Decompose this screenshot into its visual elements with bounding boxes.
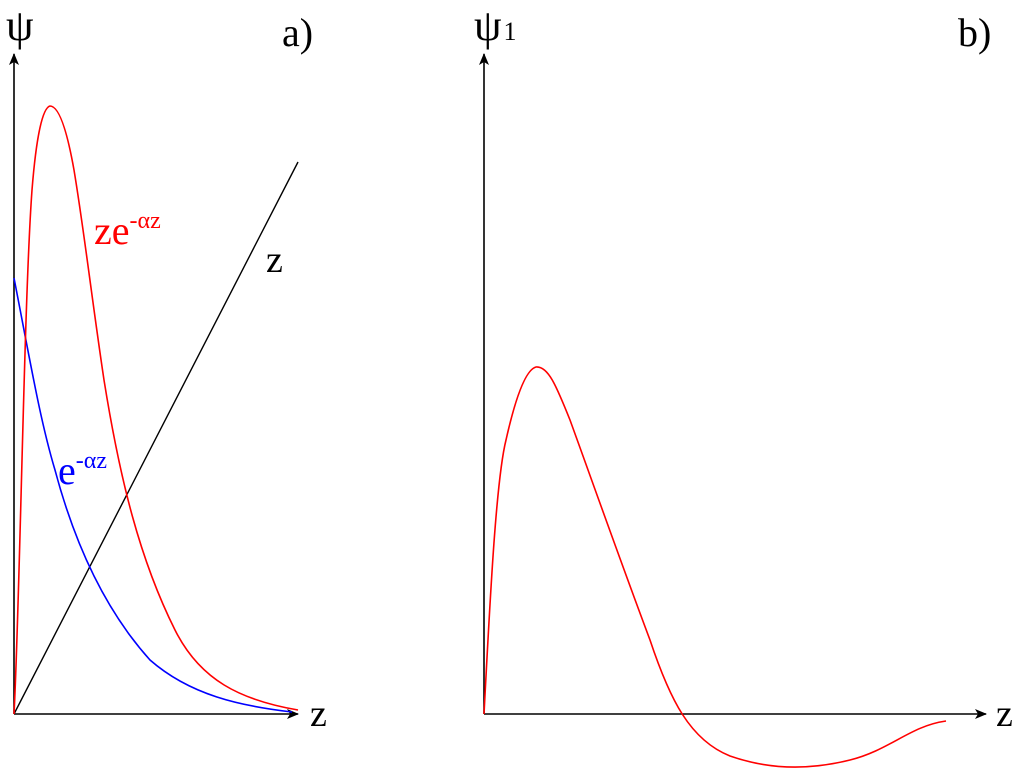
ze-exp-label: ze-αz <box>94 208 161 253</box>
ze-exp-base: ze <box>94 208 130 253</box>
panel-b: ψ1 b) z <box>474 1 1013 768</box>
exp-decay-label: e-αz <box>58 448 107 493</box>
panel-a-tag: a) <box>282 10 313 55</box>
panel-b-y-label: ψ1 <box>474 1 517 50</box>
line-z-curve <box>13 161 299 715</box>
ze-exp-exponent: -αz <box>130 208 161 234</box>
psi1-curve <box>483 366 947 768</box>
panel-b-y-symbol: ψ <box>474 1 502 50</box>
exp-decay-base: e <box>58 448 76 493</box>
panel-a: ψ a) z z ze-αz e-αz <box>6 1 327 735</box>
panel-a-y-label: ψ <box>6 1 34 50</box>
exp-decay-exponent: -αz <box>76 448 107 474</box>
panel-b-tag: b) <box>958 10 991 55</box>
panel-b-x-label: z <box>996 693 1013 735</box>
exp-decay-curve <box>13 277 293 713</box>
line-z-label: z <box>266 239 283 281</box>
panel-a-x-label: z <box>310 693 327 735</box>
panel-b-y-subscript: 1 <box>504 17 517 46</box>
ze-exp-curve <box>13 105 299 715</box>
